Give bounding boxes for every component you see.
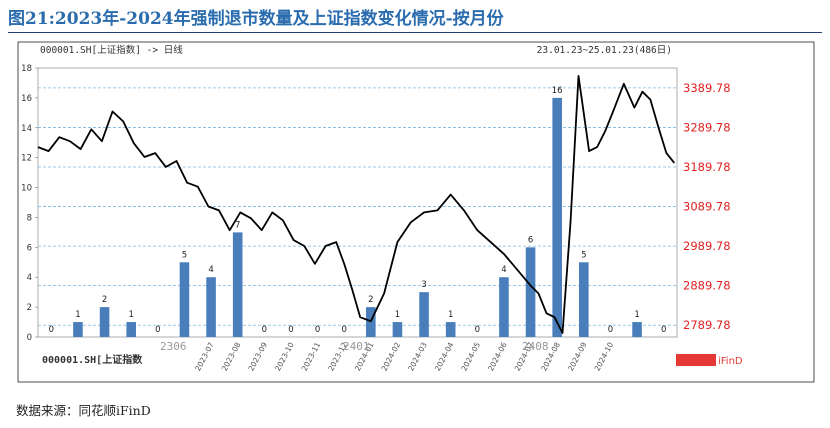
- bar-data-label: 1: [395, 310, 400, 320]
- bar: [126, 322, 136, 337]
- label-layer: 0 1 2 1 0 5 4 7 0 0 0 0 2 1 3 1 0 4 6 16 5 0 1 0: [49, 86, 667, 335]
- chart-info-range: 23.01.23~25.01.23(486日): [537, 45, 672, 56]
- watermark-period-1: 2306: [160, 340, 187, 353]
- watermark-period-3: 2408: [522, 340, 549, 353]
- bar: [73, 322, 83, 337]
- source-note: 数据来源：同花顺iFinD: [16, 403, 151, 418]
- bar-data-label: 0: [262, 325, 267, 335]
- right-axis-tick-label: 3289.78: [683, 120, 731, 134]
- bar: [99, 307, 110, 337]
- right-axis-tick-label: 3089.78: [683, 200, 731, 214]
- right-axis-tick-label: 2989.78: [683, 239, 731, 253]
- plot-frame: [37, 67, 678, 338]
- bar-data-label: 7: [235, 220, 240, 230]
- bar-data-label: 5: [581, 250, 586, 260]
- bar: [419, 292, 429, 337]
- bar-data-label: 6: [528, 235, 533, 245]
- watermark-period-2: 2401: [343, 340, 370, 353]
- bar-data-label: 1: [448, 310, 453, 320]
- right-axis-tick-label: 2789.78: [683, 318, 731, 332]
- bar-data-label: 0: [315, 325, 320, 335]
- left-axis-tick-label: 18: [21, 64, 32, 74]
- bar-data-label: 5: [182, 250, 187, 260]
- page-title: 图21:2023年-2024年强制退市数量及上证指数变化情况-按月份: [8, 9, 504, 29]
- left-axis-tick-label: 6: [27, 243, 32, 253]
- bar: [232, 232, 243, 337]
- left-axis-tick-label: 4: [27, 273, 32, 283]
- left-axis-tick-label: 16: [21, 94, 32, 104]
- bar: [552, 97, 562, 337]
- left-axis-tick-label: 10: [21, 184, 32, 194]
- bar: [392, 322, 403, 337]
- bar: [632, 322, 642, 337]
- grid-layer: [38, 87, 677, 326]
- bar: [206, 277, 216, 337]
- bar-data-label: 0: [49, 325, 54, 335]
- bar: [525, 247, 536, 337]
- right-axis-tick-label: 3189.78: [683, 160, 731, 174]
- bar-data-label: 4: [208, 265, 213, 275]
- bar: [445, 322, 456, 337]
- watermark-brand-badge: [676, 354, 716, 366]
- bar-data-label: 0: [608, 325, 613, 335]
- line-layer: [37, 75, 676, 334]
- left-axis-tick-label: 0: [27, 333, 32, 343]
- right-axis-tick-label: 3389.78: [683, 81, 731, 95]
- bar-data-label: 1: [75, 310, 80, 320]
- bar-data-label: 0: [475, 325, 480, 335]
- index-line: [37, 75, 676, 334]
- left-axis-tick-label: 2: [27, 303, 32, 313]
- left-axis-tick-label: 8: [27, 213, 32, 223]
- bar: [499, 277, 509, 337]
- bar: [179, 262, 190, 337]
- left-axis-tick-label: 14: [21, 124, 32, 134]
- title-rule: [8, 32, 822, 33]
- left-axis-tick-label: 12: [21, 154, 32, 164]
- bar-data-label: 0: [661, 325, 666, 335]
- bar-data-label: 0: [155, 325, 160, 335]
- bar: [579, 262, 589, 337]
- bar-data-label: 2: [368, 295, 373, 305]
- watermark-bottom-label: 000001.SH[上证指数: [42, 353, 143, 366]
- bar-data-label: 0: [288, 325, 293, 335]
- bar-data-label: 0: [341, 325, 346, 335]
- bar-data-label: 4: [501, 265, 506, 275]
- bar-data-label: 2: [102, 295, 107, 305]
- watermark-brand: iFinD: [718, 356, 743, 367]
- right-axis-tick-label: 2889.78: [683, 279, 731, 293]
- bar-data-label: 3: [421, 280, 426, 290]
- bar-data-label: 1: [128, 310, 133, 320]
- bar-data-label: 1: [634, 310, 639, 320]
- chart-info-symbol: 000001.SH[上证指数] -> 日线: [40, 44, 183, 56]
- bar-data-label: 16: [552, 86, 563, 96]
